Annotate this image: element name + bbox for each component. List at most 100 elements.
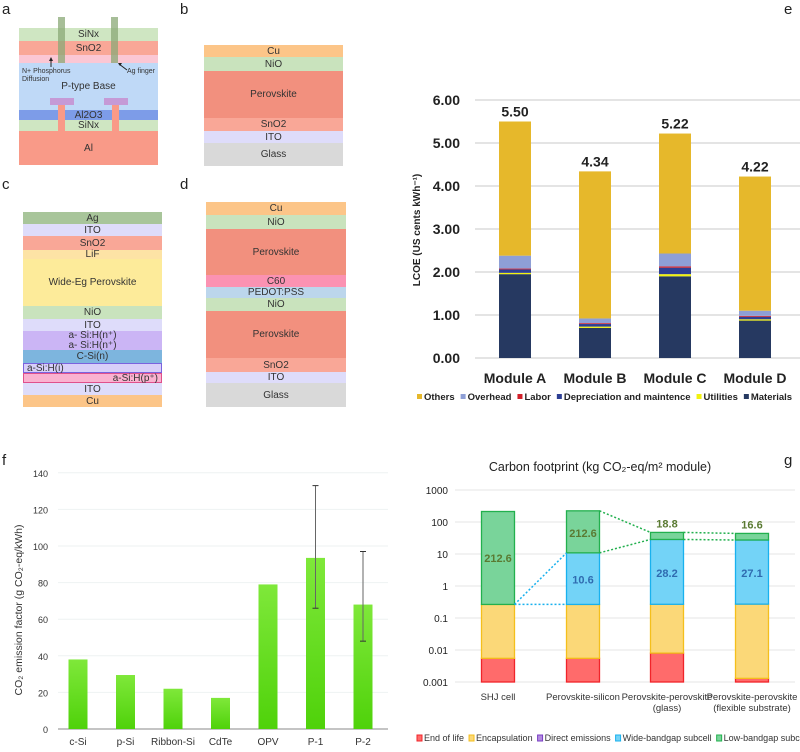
data-label: 27.1 bbox=[741, 568, 762, 580]
layer-cu: Cu bbox=[206, 202, 346, 215]
bar-segment-utilities bbox=[739, 319, 771, 321]
layer-al2o3: Al2O3 bbox=[19, 110, 158, 121]
data-label: 212.6 bbox=[484, 553, 512, 565]
panel-label-d: d bbox=[180, 176, 189, 193]
bar bbox=[211, 697, 230, 729]
category-label: CdTe bbox=[209, 737, 233, 748]
total-label: 5.22 bbox=[661, 116, 688, 132]
y-tick-label: 140 bbox=[33, 469, 48, 479]
panel-label-b: b bbox=[180, 1, 189, 18]
finger-annotation: Ag finger bbox=[127, 68, 156, 75]
layer-sno2: SnO2 bbox=[19, 41, 158, 55]
layer-sno2: SnO2 bbox=[206, 358, 346, 372]
layer-a-si-h-n: a- Si:H(n⁺) bbox=[23, 330, 162, 341]
legend-label: Direct emissions bbox=[545, 733, 612, 743]
total-label: 4.22 bbox=[741, 159, 768, 175]
legend-label: Depreciation and maintence bbox=[564, 392, 691, 403]
layer-perovskite: Perovskite bbox=[204, 71, 343, 118]
category-label: c-Si bbox=[69, 737, 86, 748]
bar-segment-encapsulation bbox=[734, 603, 770, 680]
total-label: 5.50 bbox=[501, 104, 528, 120]
layer-perovskite: Perovskite bbox=[206, 229, 346, 275]
data-label: 16.6 bbox=[741, 519, 762, 531]
bar-segment-depreciation-and-maintence bbox=[579, 324, 611, 327]
al-contact bbox=[58, 105, 65, 131]
legend-swatch bbox=[743, 394, 749, 399]
bar-segment-wide-bandgap-subcell bbox=[565, 552, 601, 606]
bar-segment-others bbox=[659, 133, 691, 254]
y-tick-label: 10 bbox=[437, 550, 449, 561]
legend-swatch bbox=[696, 394, 702, 399]
bar-segment-end-of-life bbox=[649, 652, 685, 683]
bar-segment-labor bbox=[579, 323, 611, 325]
panel-label-g: g bbox=[784, 452, 793, 469]
category-label: P-2 bbox=[355, 737, 371, 748]
layer-sno2: SnO2 bbox=[23, 236, 162, 250]
bar-segment-labor bbox=[659, 266, 691, 268]
data-label: 18.8 bbox=[656, 518, 677, 530]
bar-segment-utilities bbox=[579, 326, 611, 328]
layer-a-si-h-p: a-Si:H(p⁺) bbox=[23, 373, 162, 384]
legend-label: Others bbox=[424, 392, 455, 403]
bar-segment-low-bandgap-subcell bbox=[565, 510, 601, 554]
layer-ito: ITO bbox=[23, 224, 162, 236]
connector-line bbox=[599, 510, 651, 534]
category-label: SHJ cell bbox=[481, 692, 516, 703]
layer-sno2: SnO2 bbox=[204, 118, 343, 131]
category-label: Module B bbox=[564, 370, 627, 386]
bar-segment-low-bandgap-subcell bbox=[649, 531, 685, 541]
layer-nio: NiO bbox=[204, 57, 343, 71]
bar-segment-others bbox=[579, 171, 611, 319]
bar-segment-depreciation-and-maintence bbox=[499, 269, 531, 273]
panel-label-c: c bbox=[2, 176, 10, 193]
lcoe-chart: 0.00 1.00 2.00 3.00 4.00 5.00 6.00 LCOE (US cen… bbox=[412, 92, 800, 403]
layer-nio: NiO bbox=[206, 215, 346, 229]
legend-swatch bbox=[460, 394, 466, 399]
total-label: 4.34 bbox=[581, 153, 608, 169]
legend-label: Encapsulation bbox=[476, 733, 533, 743]
diffusion-annotation: N+ Phosphorus Diffusion bbox=[22, 68, 71, 83]
legend-label: Labor bbox=[524, 392, 551, 403]
y-tick-label: 4.00 bbox=[433, 178, 460, 194]
legend-swatch bbox=[716, 734, 723, 742]
layer-a-si-h-n: a- Si:H(n⁺) bbox=[23, 340, 162, 351]
layer-a-si-h-i: a-Si:H(i) bbox=[23, 363, 162, 374]
data-label: 212.6 bbox=[569, 528, 597, 540]
y-tick-label: 1.00 bbox=[433, 307, 460, 323]
legend-label: Utilities bbox=[704, 392, 738, 403]
layer-ag: Ag bbox=[23, 212, 162, 224]
panel-label-e: e bbox=[784, 1, 793, 18]
y-tick-label: 2.00 bbox=[433, 264, 460, 280]
legend-label: Low-bandgap subcell bbox=[724, 733, 800, 743]
connector-line bbox=[683, 538, 736, 541]
layer-ito: ITO bbox=[206, 372, 346, 383]
y-axis-title: LCOE (US cents kWh⁻¹) bbox=[412, 174, 423, 287]
bar-segment-encapsulation bbox=[480, 603, 516, 659]
bar-segment-low-bandgap-subcell bbox=[480, 510, 516, 606]
bar-segment-others bbox=[499, 121, 531, 256]
bar-segment-overhead bbox=[659, 253, 691, 267]
layer-ito: ITO bbox=[23, 383, 162, 395]
ag-finger bbox=[111, 17, 118, 63]
data-label: 10.6 bbox=[572, 575, 593, 587]
solar-cell-stack-c: Ag ITO SnO2 LiF Wide-Eg Perovskite NiO ITO a- S… bbox=[23, 212, 162, 407]
connector-line bbox=[599, 538, 651, 554]
y-tick-label: 0.00 bbox=[433, 350, 460, 366]
bar-segment-labor bbox=[499, 268, 531, 270]
bar-segment-materials bbox=[659, 276, 691, 358]
y-tick-label: 40 bbox=[38, 652, 48, 662]
bar-segment-materials bbox=[739, 320, 771, 358]
ag-finger bbox=[58, 17, 65, 63]
category-label: (glass) bbox=[653, 703, 682, 714]
y-tick-label: 60 bbox=[38, 615, 48, 625]
legend-label: Overhead bbox=[468, 392, 512, 403]
category-label: Module A bbox=[484, 370, 546, 386]
solar-cell-stack-d: Cu NiO Perovskite C60 PEDOT:PSS NiO Perovskite… bbox=[206, 202, 346, 407]
category-label: P-1 bbox=[308, 737, 324, 748]
carbon-footprint-chart: Carbon footprint (kg CO₂-eq/m² module) 0.… bbox=[416, 460, 800, 743]
y-tick-label: 1000 bbox=[426, 486, 449, 497]
category-label: Ribbon-Si bbox=[151, 737, 195, 748]
category-label: Perovskite-silicon bbox=[546, 692, 620, 703]
layer-wide-eg-perovskite: Wide-Eg Perovskite bbox=[23, 259, 162, 306]
category-label: p-Si bbox=[117, 737, 135, 748]
